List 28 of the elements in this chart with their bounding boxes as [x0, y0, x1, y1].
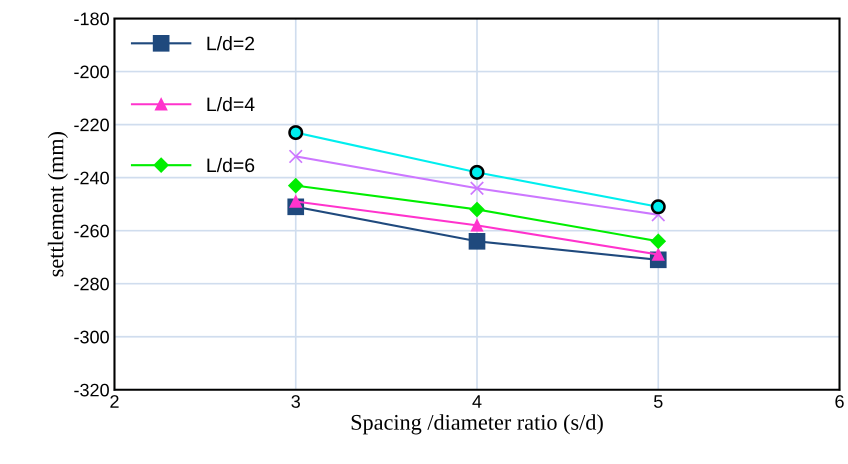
- point: [468, 232, 486, 250]
- legend-label: L/d=6: [207, 158, 254, 172]
- x-tick-label: 4: [472, 395, 482, 408]
- point: [650, 234, 666, 249]
- point: [288, 125, 304, 140]
- x-tick-label: 6: [835, 395, 844, 408]
- y-tick-label: -260: [74, 224, 109, 238]
- point: [288, 178, 304, 194]
- y-tick-label: -180: [74, 12, 109, 26]
- point: [650, 199, 666, 214]
- x-tick-label: 5: [654, 395, 663, 408]
- y-tick-label: -280: [74, 278, 109, 290]
- point: [469, 202, 485, 218]
- y-tick-label: -320: [74, 384, 109, 396]
- legend-label: L/d=4: [207, 96, 254, 112]
- point: [288, 149, 303, 164]
- y-axis-title: settlement (mm): [48, 132, 68, 276]
- y-tick-label: -300: [74, 330, 109, 344]
- point: [470, 219, 484, 232]
- x-tick-label: 2: [110, 395, 119, 408]
- y-tick-label: -240: [74, 172, 109, 184]
- y-tick-label: -200: [74, 66, 109, 78]
- point: [470, 164, 484, 180]
- x-tick-label: 3: [291, 395, 300, 408]
- point: [470, 181, 484, 196]
- y-tick-label: -220: [74, 118, 109, 132]
- legend-label: L/d=2: [207, 36, 254, 50]
- x-axis-title: Spacing /diameter ratio (s/d): [352, 414, 603, 434]
